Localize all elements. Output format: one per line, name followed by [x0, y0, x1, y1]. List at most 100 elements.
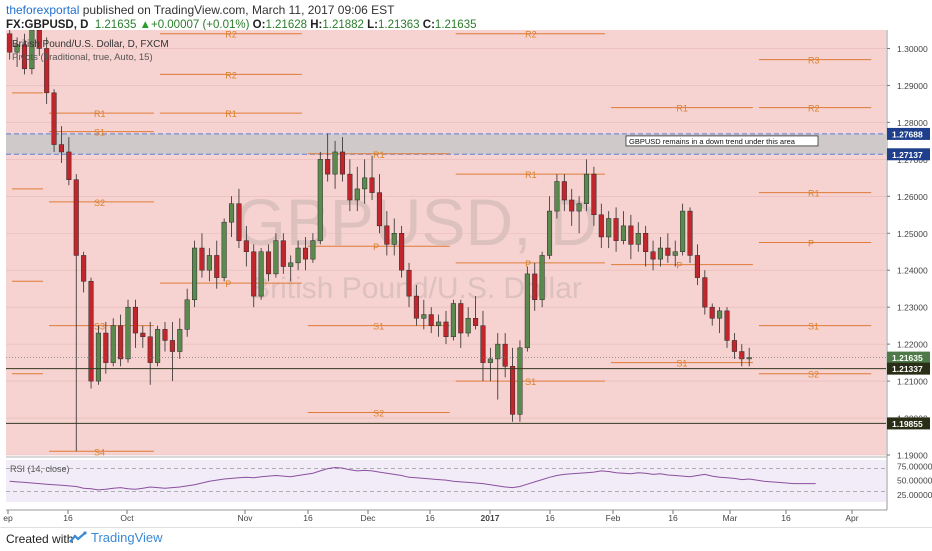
candle-body: [554, 181, 560, 212]
price-tick-label: 1.23000: [897, 303, 928, 313]
chart-legend: British Pound/U.S. Dollar, D, FXCM Pivots…: [12, 39, 169, 63]
candle-body: [650, 251, 656, 260]
price-pane-bg: [6, 30, 886, 455]
rsi-pane: RSI (14, close) 75.00000 50.00000 25.00000: [6, 461, 932, 500]
pivot-label: R1: [225, 109, 237, 119]
time-tick-label: Dec: [360, 513, 376, 523]
candle-body: [295, 247, 301, 264]
candle-body: [325, 159, 331, 175]
candle-body: [598, 214, 604, 238]
rsi-tick-label: 75.00000: [897, 461, 932, 471]
time-tick-label: 16: [545, 513, 555, 523]
candle-body: [206, 255, 212, 271]
candle-body: [384, 225, 390, 245]
candle-body: [635, 233, 641, 245]
chart-background: [6, 30, 932, 527]
pivot-label: R1: [373, 150, 385, 160]
candle-body: [258, 251, 264, 297]
pivot-label: S1: [676, 359, 687, 369]
price-tick-label: 1.26000: [897, 192, 928, 202]
publish-line: theforexportal published on TradingView.…: [6, 3, 394, 17]
high-value: 1.21882: [322, 19, 364, 31]
pivot-label: S2: [808, 370, 819, 380]
candle-body: [162, 329, 168, 341]
candle-body: [702, 277, 708, 308]
change-value: +0.00007 (+0.01%): [150, 19, 250, 31]
candle-body: [517, 347, 523, 415]
grid: [6, 48, 886, 456]
rsi-tick-label: 50.00000: [897, 476, 932, 486]
candle-body: [288, 262, 294, 267]
candle-body: [443, 321, 449, 337]
candle-body: [406, 269, 412, 297]
created-with-label: Created with: [6, 532, 74, 546]
candle-body: [546, 210, 553, 256]
price-label-text: 1.27137: [892, 150, 923, 160]
tradingview-logo-icon: [69, 530, 87, 543]
candle-body: [66, 151, 72, 180]
pivot-label: S3: [94, 322, 105, 332]
candle-body: [118, 325, 124, 360]
candle-body: [199, 247, 205, 271]
tradingview-brand-text: TradingView: [91, 530, 163, 546]
candle-body: [243, 240, 249, 252]
pivot-label: R1: [525, 170, 537, 180]
candle-body: [731, 340, 737, 352]
candle-body: [229, 203, 235, 223]
candle-body: [81, 255, 87, 282]
pivot-label: S1: [808, 322, 819, 332]
candle-body: [465, 318, 471, 334]
candle-body: [628, 225, 634, 245]
candle-body: [694, 255, 700, 278]
candles[interactable]: [7, 30, 752, 452]
author-link[interactable]: theforexportal: [6, 3, 80, 17]
low-value: 1.21363: [378, 19, 420, 31]
candle-body: [643, 233, 649, 252]
candle-body: [576, 203, 582, 212]
candle-body: [332, 151, 338, 175]
pivot-label: S1: [373, 322, 384, 332]
candle-body: [524, 273, 530, 349]
time-axis[interactable]: ep 16 Oct Nov 16 Dec 16 2017 16 Feb 16 Mar 16 Apr: [3, 510, 859, 523]
time-tick-label: 16: [303, 513, 313, 523]
candle-body: [680, 210, 686, 252]
time-tick-label: Oct: [120, 513, 134, 523]
legend-indicator: Pivots (Traditional, true, Auto, 15): [12, 52, 153, 63]
candle-body: [88, 281, 94, 382]
candle-body: [44, 48, 50, 94]
symbol-name: FX:GBPUSD, D: [6, 19, 89, 31]
candle-body: [391, 233, 397, 245]
candle-body: [613, 218, 619, 241]
candle-body: [672, 251, 678, 256]
time-tick-label: Apr: [845, 513, 858, 523]
time-tick-label: 2017: [481, 513, 500, 523]
pivot-label: P: [225, 279, 231, 289]
candle-body: [362, 177, 368, 190]
price-label-text: 1.21337: [892, 364, 923, 374]
price-tick-label: 1.24000: [897, 266, 928, 276]
pivot-label: S4: [94, 447, 105, 457]
candle-body: [177, 329, 183, 352]
candle-body: [21, 44, 28, 70]
candle-body: [110, 325, 116, 363]
candle-body: [369, 177, 375, 193]
pivot-label: R1: [94, 109, 106, 119]
candle-body: [7, 33, 13, 53]
candle-body: [280, 240, 286, 267]
tradingview-brand[interactable]: TradingView: [69, 529, 163, 545]
rsi-pane-bg: [6, 460, 886, 502]
candle-body: [413, 295, 419, 319]
candle-body: [169, 340, 175, 352]
candle-body: [317, 159, 323, 241]
price-tick-label: 1.22000: [897, 340, 928, 350]
high-label: H:: [310, 19, 323, 31]
candle-body: [591, 173, 597, 216]
candle-body: [399, 233, 405, 271]
footer: Created with TradingView: [0, 527, 932, 551]
candle-body: [251, 251, 257, 297]
pivot-label: R1: [676, 104, 688, 114]
candle-body: [73, 179, 79, 256]
price-axis[interactable]: 1.300001.290001.280001.270001.260001.250…: [887, 44, 930, 461]
candle-body: [495, 343, 501, 360]
